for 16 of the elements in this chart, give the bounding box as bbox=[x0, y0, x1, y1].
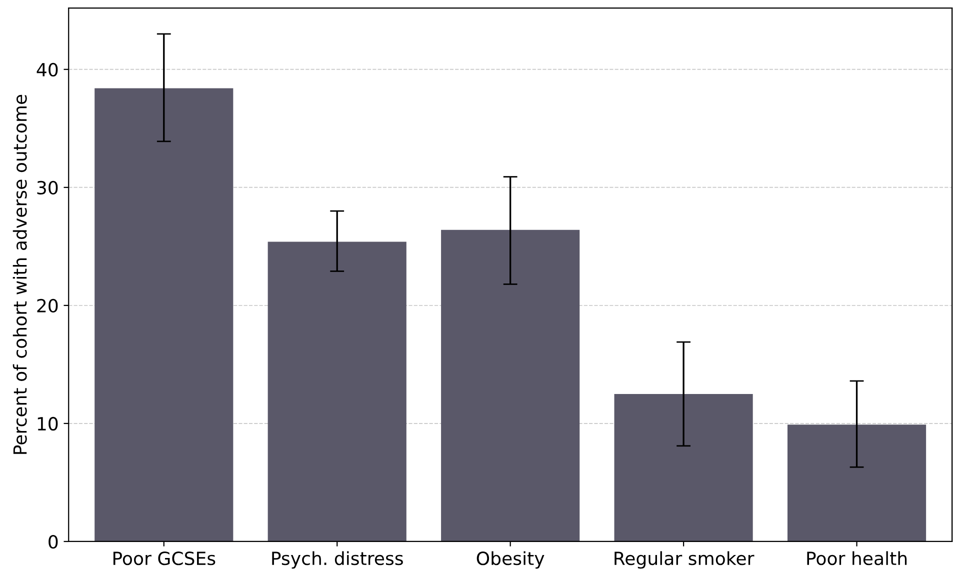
bar bbox=[441, 230, 580, 542]
bar bbox=[94, 88, 234, 542]
x-tick-label: Psych. distress bbox=[272, 551, 403, 569]
y-tick-label: 10 bbox=[38, 416, 58, 431]
y-tick-label: 20 bbox=[37, 298, 58, 313]
bar bbox=[614, 394, 753, 542]
x-tick-label: Poor health bbox=[807, 551, 907, 566]
y-axis-title: Percent of cohort with adverse outcome bbox=[12, 94, 27, 454]
bar bbox=[787, 424, 926, 542]
y-tick-label: 40 bbox=[36, 62, 58, 77]
x-tick-label: Poor GCSEs bbox=[113, 552, 216, 566]
y-tick-label: 30 bbox=[37, 180, 58, 195]
x-tick-label: Regular smoker bbox=[614, 551, 754, 569]
y-tick-label: 0 bbox=[48, 534, 58, 549]
x-tick-label: Obesity bbox=[476, 551, 544, 569]
bar bbox=[268, 242, 406, 542]
